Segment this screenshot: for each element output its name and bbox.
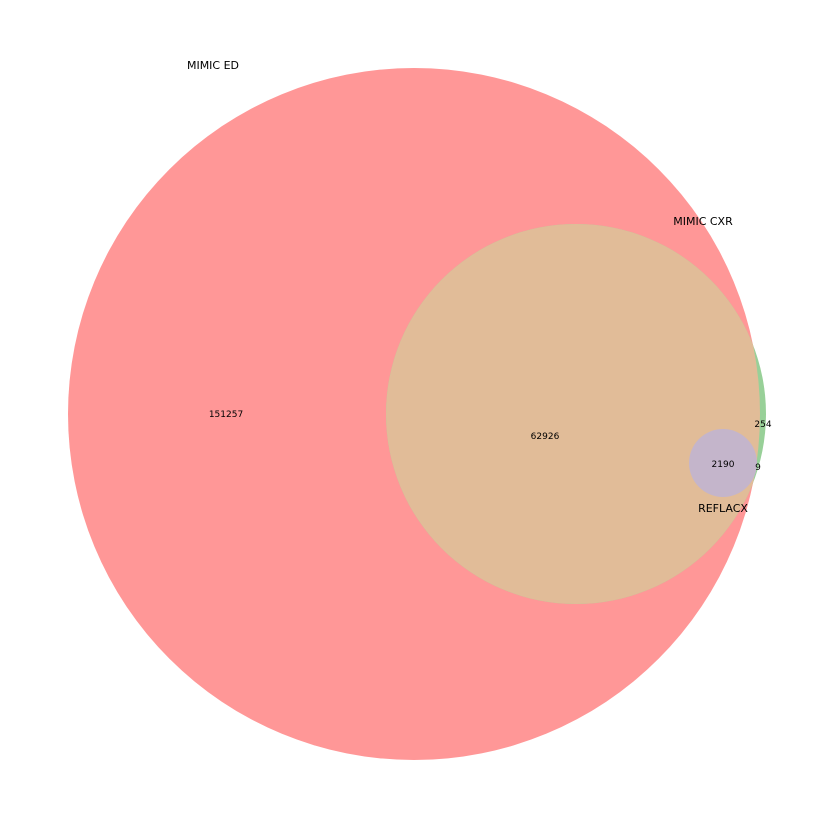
set-label-mimic-cxr: MIMIC CXR (673, 215, 733, 228)
set-label-reflacx: REFLACX (698, 502, 748, 515)
region-label-ed-only: 151257 (209, 410, 243, 420)
region-label-ed-cxr-reflacx: 2190 (712, 460, 735, 470)
region-label-cxr-only: 254 (754, 420, 771, 430)
region-label-ed-cxr: 62926 (531, 432, 560, 442)
set-label-mimic-ed: MIMIC ED (187, 59, 239, 72)
set-circle-reflacx (689, 429, 757, 497)
region-ed-cxr-fill (386, 224, 760, 604)
region-label-cxr-reflacx: 9 (755, 463, 761, 473)
